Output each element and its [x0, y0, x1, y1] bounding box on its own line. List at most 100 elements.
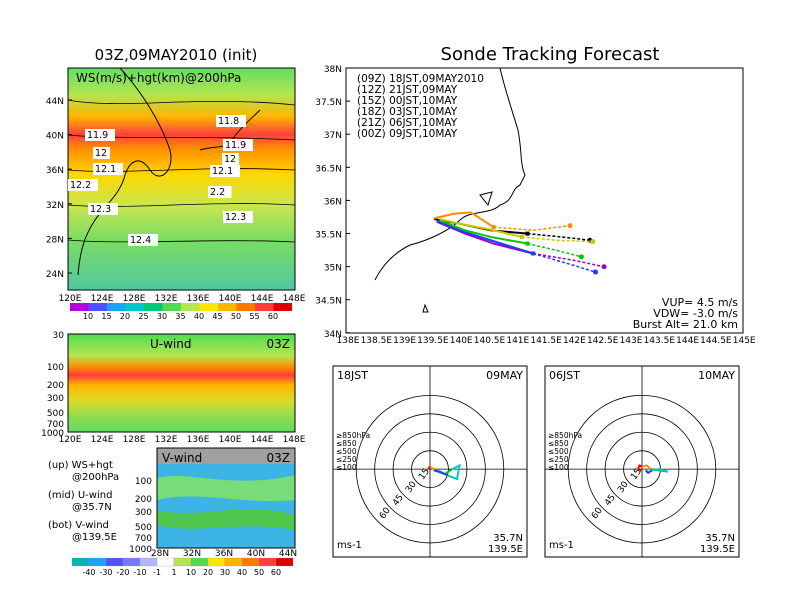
- colorbar-swatch: [190, 557, 209, 567]
- legend-note-line: (up) WS+hgt: [48, 460, 113, 471]
- contour-label: 12.1: [95, 164, 116, 175]
- burst-marker: [519, 234, 524, 239]
- lat-tick-label: 37N: [324, 131, 342, 141]
- left-title: 03Z,09MAY2010 (init): [95, 46, 258, 64]
- vup-note: VUP= 4.5 m/s: [662, 296, 738, 309]
- contour-label-bg: [68, 179, 98, 191]
- v-wind-time: 03Z: [267, 451, 291, 465]
- lon-tick-label: 140E: [450, 336, 473, 346]
- colorbar-swatch: [258, 557, 277, 567]
- lon-tick-label: 120E: [59, 435, 82, 445]
- colorbar-tick-label: 60: [271, 568, 281, 577]
- lon-tick-label: 141E: [506, 336, 529, 346]
- colorbar-swatch: [107, 303, 126, 311]
- contour-label-bg: [93, 147, 110, 159]
- lat-tick-label: 37.5N: [315, 98, 342, 108]
- colorbar-swatch: [275, 557, 294, 567]
- u-wind-title: U-wind: [150, 337, 191, 351]
- pressure-tick-label: 700: [47, 420, 64, 430]
- track-legend-entry: (09Z) 18JST,09MAY2010: [357, 73, 484, 85]
- hodograph-time: 18JST: [337, 369, 368, 382]
- hodograph-time: 06JST: [549, 369, 580, 382]
- contour-label-bg: [88, 203, 118, 215]
- level-legend-entry: ≤500: [548, 447, 569, 456]
- pressure-tick-label: 100: [135, 477, 152, 487]
- colorbar-tick-label: -20: [116, 568, 129, 577]
- colorbar-swatch: [199, 303, 218, 311]
- island: [422, 303, 429, 313]
- level-legend-entry: ≥850hPa: [548, 431, 582, 440]
- hodograph-segment: [433, 469, 448, 477]
- track-legend-entry: (15Z) 00JST,10MAY: [357, 95, 458, 107]
- lat-tick-label: 36.5N: [315, 164, 342, 174]
- hodograph-segment: [644, 469, 653, 475]
- lat-tick-label: 36N: [324, 197, 342, 207]
- contour-label-bg: [208, 186, 232, 198]
- track-line-ascent: [433, 211, 494, 228]
- contour-line: [67, 99, 296, 106]
- wind-map-panel: WS(m/s)+hgt(km)@200hPa 44N 40N 36N 32N 28N 24…: [46, 67, 306, 304]
- colorbar-tick-label: -1: [153, 568, 161, 577]
- pressure-tick-label: 100: [47, 363, 64, 373]
- contour-label: 12: [95, 148, 107, 159]
- lon-tick-label: 144E: [251, 294, 274, 304]
- level-legend-entry: ≤100: [336, 463, 357, 472]
- contour-label-bg: [93, 163, 123, 175]
- track-line-descent: [533, 252, 605, 268]
- lon-tick-label: 132E: [155, 435, 178, 445]
- hodograph-units: ms-1: [337, 540, 362, 551]
- level-legend-entry: ≤850: [336, 439, 357, 448]
- hodograph-lon: 139.5E: [488, 544, 523, 555]
- burst-note: Burst Alt= 21.0 km: [633, 318, 738, 331]
- u-lon-ticks: 120E 124E 128E 132E 136E 140E 144E 148E: [59, 435, 306, 445]
- pressure-tick-label: 300: [47, 394, 64, 404]
- colorbar-swatch: [207, 557, 226, 567]
- lon-tick-label: 138.5E: [361, 336, 393, 346]
- level-legend-entry: ≤250: [548, 455, 569, 464]
- lat-tick-label: 35N: [324, 264, 342, 274]
- panel-legend-notes: (up) WS+hgt@200hPa (mid) U-wind@35.7N (bot…: [48, 460, 119, 543]
- u-wind-time: 03Z: [267, 337, 291, 351]
- track-line-ascent: [439, 219, 528, 245]
- colorbar-swatch: [88, 303, 107, 311]
- track-legend-entry: (12Z) 21JST,09MAY: [357, 84, 458, 96]
- lon-tick-label: 138E: [337, 336, 360, 346]
- contour-label-bg: [128, 234, 158, 246]
- right-title: Sonde Tracking Forecast: [441, 44, 660, 65]
- lon-tick-label: 124E: [91, 294, 114, 304]
- lon-tick-label: 143.5E: [644, 336, 676, 346]
- track-line-descent: [521, 236, 593, 243]
- colorbar-tick-label: 15: [101, 312, 111, 321]
- lon-tick-label: 145E: [733, 336, 756, 346]
- wind-speed-colorbar: 10 15 20 25 30 35 40 45 50 55 60: [70, 303, 292, 321]
- contour-label: 12.2: [70, 180, 91, 191]
- u-wind-field: [68, 334, 295, 432]
- v-wind-field: [157, 475, 295, 502]
- lon-tick-label: 139E: [393, 336, 416, 346]
- coastline: [77, 67, 172, 276]
- track-endpoint: [593, 269, 599, 275]
- v-lat-ticks: 28N 32N 36N 40N 44N: [151, 549, 297, 559]
- track-line-descent: [527, 242, 582, 258]
- colorbar-tick-label: 60: [268, 312, 278, 321]
- pressure-tick-label: 300: [135, 508, 152, 518]
- lat-tick-label: 34N: [324, 330, 342, 340]
- island: [479, 191, 493, 207]
- track-endpoint: [590, 239, 596, 245]
- lon-tick-label: 128E: [123, 294, 146, 304]
- lon-tick-label: 148E: [283, 435, 306, 445]
- colorbar-swatch: [122, 557, 141, 567]
- contour-label-bg: [222, 153, 239, 165]
- lat-tick-label: 32N: [46, 201, 64, 211]
- v-wind-field: [157, 509, 295, 530]
- contour-label-bg: [223, 211, 253, 223]
- burst-marker: [525, 241, 530, 246]
- colorbar-tick-label: 10: [186, 568, 196, 577]
- contour-label-bg: [210, 165, 240, 177]
- contour-label: 12.1: [212, 166, 233, 177]
- hodograph-segment: [446, 463, 461, 481]
- contour-line: [67, 239, 296, 243]
- level-legend-entry: ≤100: [548, 463, 569, 472]
